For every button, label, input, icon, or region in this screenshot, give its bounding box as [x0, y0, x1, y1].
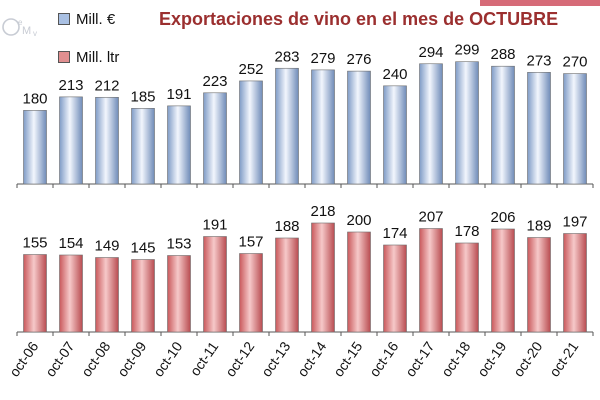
euros-bar-oct-06 [23, 110, 47, 185]
liters-bar-oct-14 [311, 222, 335, 333]
x-tick-label-oct-09: oct-09 [114, 338, 150, 379]
liters-value-label-oct-19: 206 [490, 209, 515, 226]
legend-swatch-liters [58, 51, 70, 63]
euros-bar-oct-09 [131, 108, 155, 185]
x-tick-label-oct-21: oct-21 [546, 338, 582, 379]
liters-bar-oct-06 [23, 254, 47, 333]
liters-bar-oct-19 [491, 228, 515, 333]
euros-value-label-oct-17: 294 [418, 44, 443, 61]
liters-bar-oct-16 [383, 244, 407, 333]
liters-bar-oct-13 [275, 237, 299, 333]
liters-value-label-oct-14: 218 [310, 203, 335, 220]
liters-value-label-oct-08: 149 [94, 238, 119, 255]
euros-bar-oct-10 [167, 105, 191, 185]
svg-text:v: v [33, 29, 37, 38]
liters-value-label-oct-21: 197 [562, 214, 587, 231]
liters-bar-oct-11 [203, 236, 227, 333]
x-tick-label-oct-14: oct-14 [294, 338, 330, 379]
euros-bar-oct-11 [203, 92, 227, 185]
euros-value-label-oct-10: 191 [166, 86, 191, 103]
x-tick-label-oct-16: oct-16 [366, 338, 402, 379]
svg-text:M: M [22, 25, 31, 37]
euros-value-label-oct-14: 279 [310, 50, 335, 67]
euros-bar-oct-21 [563, 73, 587, 185]
x-tick-label-oct-15: oct-15 [330, 338, 366, 379]
euros-bar-oct-13 [275, 67, 299, 185]
euros-value-label-oct-12: 252 [238, 61, 263, 78]
euros-bar-oct-15 [347, 70, 371, 185]
x-tick-label-oct-10: oct-10 [150, 338, 186, 379]
euros-bar-oct-14 [311, 69, 335, 185]
euros-value-label-oct-07: 213 [58, 77, 83, 94]
euros-bar-oct-08 [95, 96, 119, 185]
liters-value-label-oct-11: 191 [202, 217, 227, 234]
x-tick-label-oct-20: oct-20 [510, 338, 546, 379]
euros-value-label-oct-06: 180 [22, 90, 47, 107]
liters-value-label-oct-17: 207 [418, 209, 443, 226]
euros-value-label-oct-09: 185 [130, 88, 155, 105]
euros-value-label-oct-16: 240 [382, 66, 407, 83]
euros-value-label-oct-11: 223 [202, 73, 227, 90]
liters-value-label-oct-12: 157 [238, 234, 263, 251]
euros-value-label-oct-15: 276 [346, 51, 371, 68]
euros-bar-oct-18 [455, 61, 479, 185]
x-tick-label-oct-08: oct-08 [78, 338, 114, 379]
liters-value-label-oct-09: 145 [130, 240, 155, 257]
euros-bar-oct-19 [491, 65, 515, 185]
legend-item-euros: Mill. € [58, 10, 115, 28]
liters-value-label-oct-16: 174 [382, 225, 407, 242]
top-accent-bar [480, 0, 600, 6]
liters-bar-oct-07 [59, 254, 83, 333]
liters-value-label-oct-13: 188 [274, 218, 299, 235]
chart-title: Exportaciones de vino en el mes de OCTUB… [159, 9, 559, 29]
euros-value-label-oct-19: 288 [490, 46, 515, 63]
x-tick-label-oct-11: oct-11 [187, 338, 222, 378]
euros-value-label-oct-08: 212 [94, 77, 119, 94]
x-tick-label-oct-17: oct-17 [402, 338, 438, 379]
euros-value-label-oct-20: 273 [526, 52, 551, 69]
liters-bar-oct-18 [455, 242, 479, 333]
liters-bar-oct-09 [131, 259, 155, 333]
euros-bar-oct-16 [383, 85, 407, 185]
liters-value-label-oct-20: 189 [526, 218, 551, 235]
liters-bar-oct-20 [527, 237, 551, 333]
liters-value-label-oct-06: 155 [22, 235, 47, 252]
liters-bar-oct-08 [95, 257, 119, 333]
liters-value-label-oct-18: 178 [454, 223, 479, 240]
x-tick-label-oct-13: oct-13 [258, 338, 294, 379]
liters-bar-oct-21 [563, 233, 587, 333]
oemv-logo: e M v [2, 18, 37, 38]
liters-value-label-oct-07: 154 [58, 235, 83, 252]
x-tick-label-oct-12: oct-12 [222, 338, 258, 379]
euros-value-label-oct-13: 283 [274, 48, 299, 65]
euros-bar-oct-07 [59, 96, 83, 185]
liters-bar-oct-12 [239, 253, 263, 333]
legend-item-liters: Mill. ltr [58, 48, 119, 66]
x-tick-label-oct-07: oct-07 [42, 338, 78, 379]
legend-swatch-euros [58, 13, 70, 25]
liters-value-label-oct-10: 153 [166, 236, 191, 253]
legend-label-euros: Mill. € [76, 10, 116, 28]
euros-value-label-oct-18: 299 [454, 42, 479, 59]
x-tick-label-oct-19: oct-19 [474, 338, 510, 379]
liters-bar-oct-17 [419, 228, 443, 333]
liters-bar-oct-15 [347, 231, 371, 333]
euros-bar-oct-20 [527, 72, 551, 185]
euros-bar-oct-12 [239, 80, 263, 185]
x-tick-label-oct-18: oct-18 [438, 338, 474, 379]
euros-value-label-oct-21: 270 [562, 54, 587, 71]
x-tick-label-oct-06: oct-06 [6, 338, 42, 379]
euros-bar-oct-17 [419, 63, 443, 185]
legend-label-liters: Mill. ltr [76, 48, 120, 66]
liters-value-label-oct-15: 200 [346, 212, 371, 229]
svg-text:e: e [18, 18, 23, 27]
liters-bar-oct-10 [167, 255, 191, 333]
